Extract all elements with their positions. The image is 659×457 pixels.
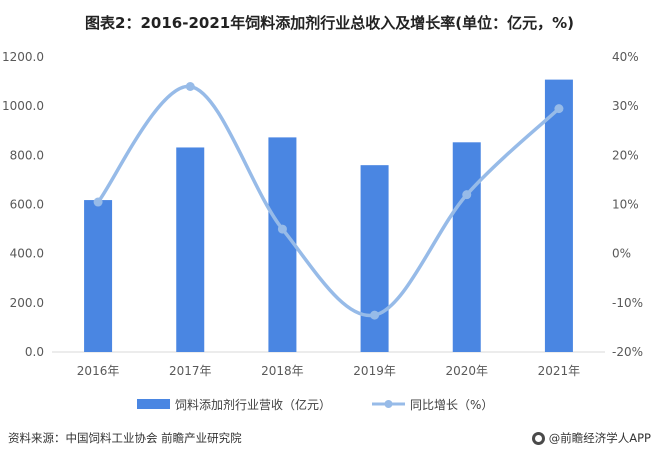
- y-left-tick: 600.0: [10, 198, 44, 212]
- y-left-tick: 1200.0: [2, 50, 44, 64]
- y-right-tick: -20%: [612, 345, 643, 359]
- growth-point-2019年: [370, 310, 380, 320]
- y-axis-left-ticks: 0.0 200.0 400.0 600.0 800.0 1000.0 1200.0: [2, 50, 44, 359]
- legend-line-label: 同比增长（%）: [410, 398, 493, 412]
- growth-point-2021年: [554, 104, 564, 114]
- x-tick: 2017年: [169, 364, 212, 378]
- x-tick: 2021年: [538, 364, 581, 378]
- legend-bar-label: 饲料添加剂行业营收（亿元）: [175, 397, 331, 412]
- bar-2020年: [452, 142, 481, 352]
- legend-bar-swatch: [137, 399, 170, 409]
- x-tick: 2018年: [261, 364, 304, 378]
- x-tick: 2016年: [77, 364, 120, 378]
- y-right-tick: 10%: [612, 198, 639, 212]
- bar-series: [84, 79, 573, 352]
- y-right-tick: 0%: [612, 247, 631, 261]
- bar-2019年: [360, 165, 389, 352]
- y-right-tick: 30%: [612, 99, 639, 113]
- y-right-tick: 40%: [612, 50, 639, 64]
- x-tick: 2020年: [445, 364, 488, 378]
- bar-2016年: [84, 200, 113, 352]
- y-axis-right-ticks: -20% -10% 0% 10% 20% 30% 40%: [612, 50, 643, 359]
- legend: 饲料添加剂行业营收（亿元） 同比增长（%）: [137, 397, 493, 412]
- growth-point-2018年: [277, 224, 287, 234]
- line-series: [93, 82, 564, 320]
- source-note: 资料来源：中国饲料工业协会 前瞻产业研究院: [8, 431, 242, 445]
- legend-line-marker: [384, 400, 393, 408]
- brand-logo-icon: [531, 431, 545, 445]
- y-left-tick: 1000.0: [2, 99, 44, 113]
- bar-2018年: [268, 137, 297, 352]
- y-right-tick: -10%: [612, 296, 643, 310]
- y-left-tick: 800.0: [10, 148, 44, 162]
- y-right-tick: 20%: [612, 148, 639, 162]
- chart-title: 图表2：2016-2021年饲料添加剂行业总收入及增长率(单位：亿元，%): [85, 14, 574, 32]
- growth-point-2017年: [185, 82, 195, 91]
- bar-2017年: [176, 147, 205, 352]
- y-left-tick: 0.0: [25, 345, 44, 359]
- x-tick: 2019年: [353, 364, 396, 378]
- y-left-tick: 400.0: [10, 247, 44, 261]
- brand-text: @前瞻经济学人APP: [548, 431, 651, 445]
- growth-line: [96, 84, 561, 318]
- chart-canvas: 0.0 200.0 400.0 600.0 800.0 1000.0 1200.0 -20%…: [2, 50, 643, 412]
- bar-2021年: [544, 79, 573, 352]
- growth-point-2020年: [462, 190, 472, 200]
- growth-point-2016年: [93, 197, 103, 207]
- y-left-tick: 200.0: [10, 296, 44, 310]
- brand-attribution: @前瞻经济学人APP: [531, 430, 651, 446]
- x-axis-ticks: 2016年 2017年 2018年 2019年 2020年 2021年: [77, 364, 580, 378]
